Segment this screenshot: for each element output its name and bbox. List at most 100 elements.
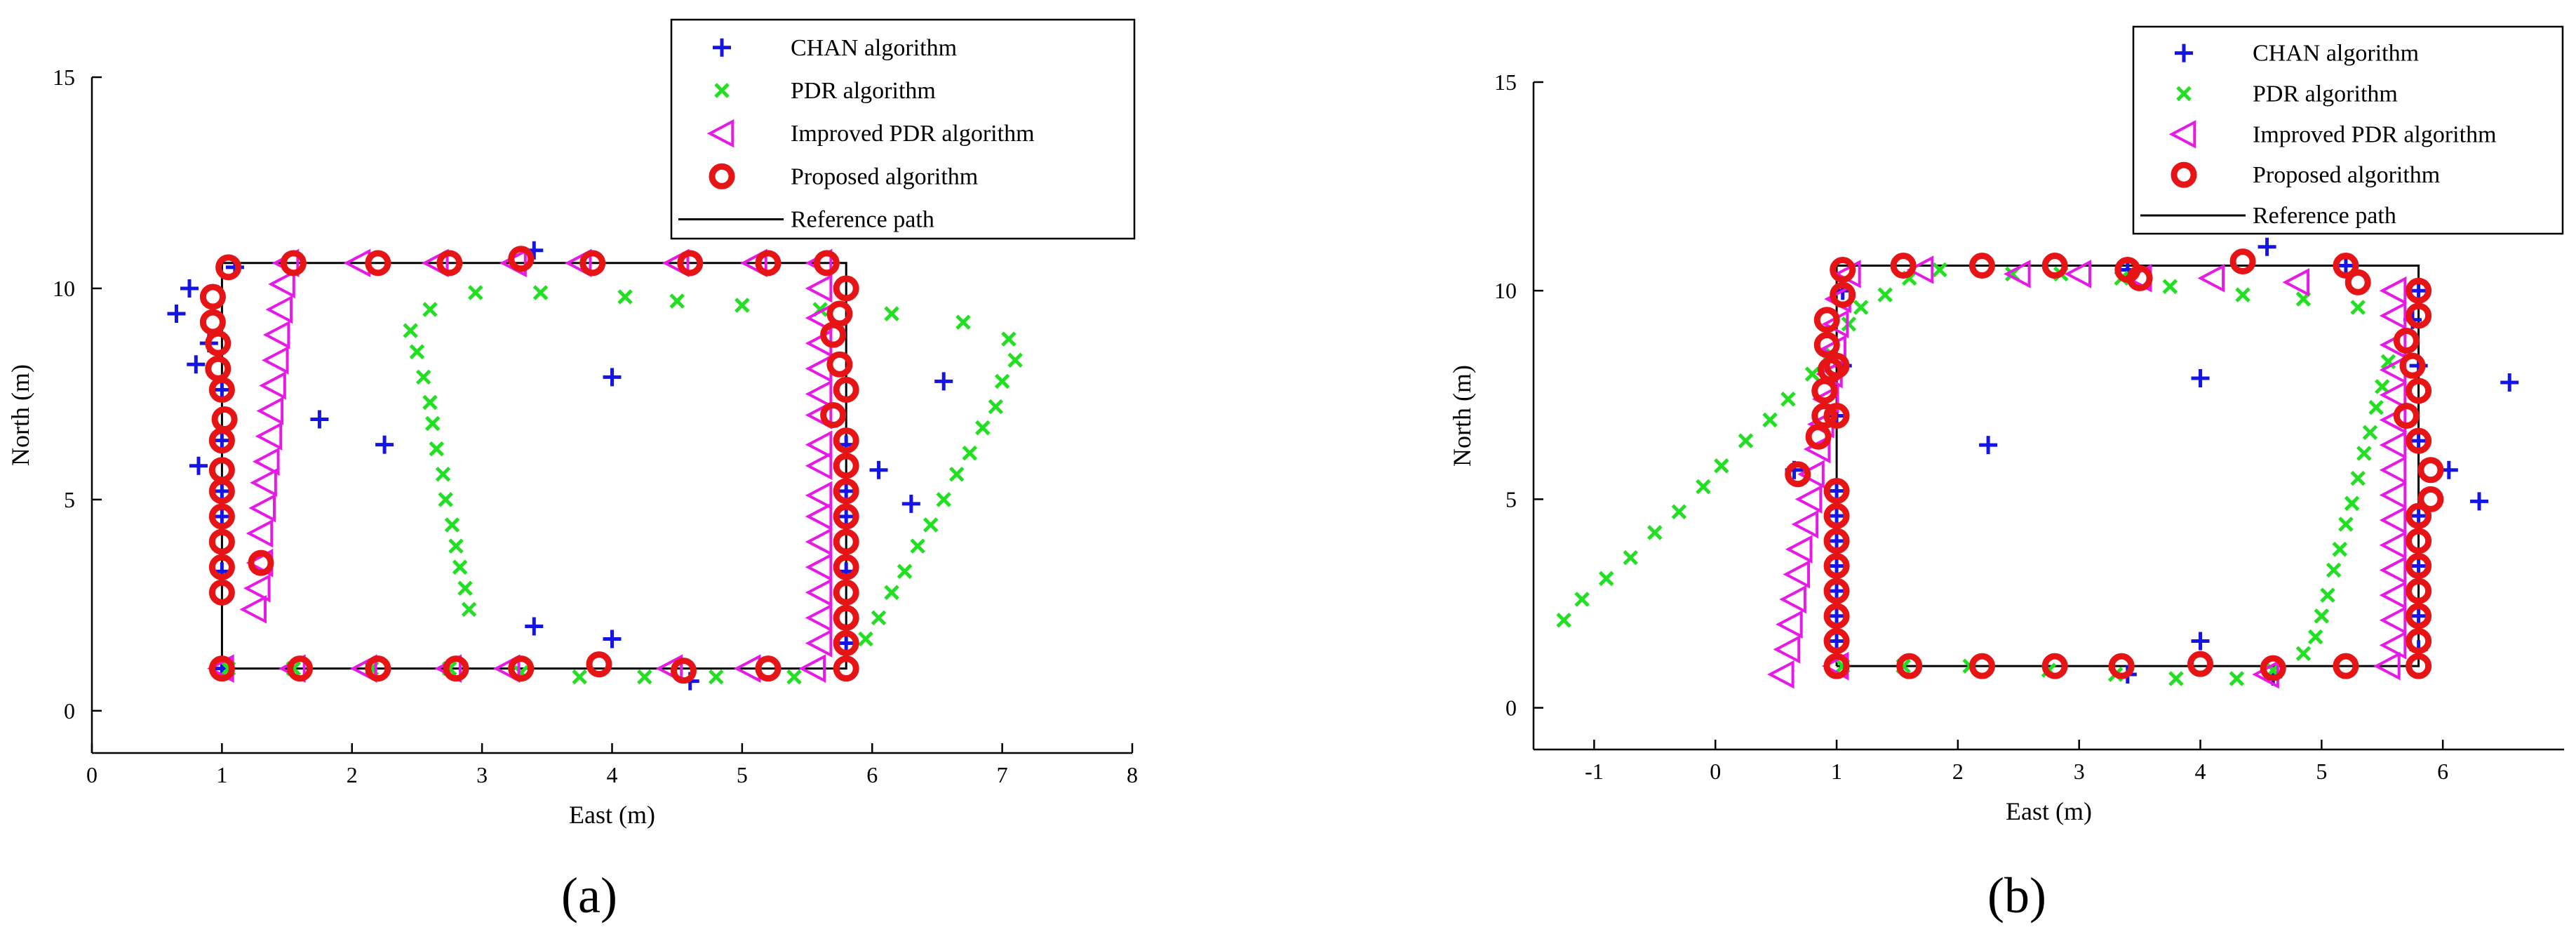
improved-point — [2379, 331, 2407, 359]
pdr-point — [572, 669, 587, 685]
series-proposed — [1785, 248, 2444, 681]
chan-point — [213, 431, 232, 450]
pdr-point — [1598, 571, 1614, 587]
improved-point — [805, 629, 833, 658]
chan-point — [310, 410, 329, 429]
chan-point — [1827, 557, 1846, 575]
proposed-point — [1811, 403, 1838, 429]
proposed-point — [2406, 653, 2432, 679]
pdr-point — [2229, 671, 2245, 686]
series-proposed — [199, 246, 859, 684]
chan-point — [525, 617, 544, 636]
pdr-point — [2332, 541, 2348, 557]
proposed-point — [833, 655, 859, 682]
pdr-point — [2344, 495, 2360, 512]
pdr-point — [435, 466, 451, 482]
proposed-point — [1813, 307, 1840, 333]
pdr-point — [962, 445, 978, 461]
proposed-point — [833, 630, 859, 657]
x-tick-label: 0 — [1710, 759, 1721, 784]
improved-point — [2379, 505, 2407, 535]
pdr-point — [975, 420, 991, 436]
pdr-point — [457, 580, 473, 597]
pdr-point — [2162, 279, 2178, 295]
proposed-point — [2108, 653, 2135, 679]
pdr-point — [2314, 608, 2330, 624]
proposed-point — [2406, 528, 2432, 554]
chan-point — [189, 456, 208, 475]
improved-point — [239, 595, 267, 624]
pdr-point — [2295, 646, 2312, 662]
pdr-point — [2362, 425, 2378, 441]
x-tick-label: 8 — [1127, 762, 1138, 787]
improved-point — [2003, 260, 2031, 288]
improved-point — [2379, 556, 2407, 585]
proposed-point — [436, 250, 463, 277]
proposed-point — [208, 376, 235, 403]
y-axis-label: North (m) — [1448, 365, 1476, 467]
x-tick-label: 1 — [1831, 759, 1842, 784]
pdr-point — [709, 669, 724, 685]
improved-point — [2373, 651, 2401, 681]
pdr-point — [1001, 331, 1017, 347]
pdr-point — [1853, 300, 1869, 315]
proposed-point — [2406, 427, 2432, 454]
proposed-point — [1813, 331, 1840, 358]
x-tick-label: 1 — [216, 762, 227, 787]
chan-point — [2500, 373, 2519, 392]
pdr-point — [1738, 433, 1754, 448]
improved-point — [2379, 430, 2407, 460]
chan-point — [869, 460, 888, 479]
proposed-point — [365, 655, 391, 682]
pdr-point — [923, 517, 939, 533]
chan-point — [1979, 436, 1998, 455]
proposed-point — [208, 554, 235, 580]
chan-point — [2409, 557, 2428, 575]
proposed-point — [211, 406, 238, 433]
pdr-point — [461, 601, 477, 618]
x-tick-label: -1 — [1585, 759, 1604, 784]
pdr-point — [948, 466, 965, 482]
series-pdr — [220, 285, 1023, 685]
improved-point — [798, 654, 826, 683]
y-tick-label: 0 — [64, 698, 75, 724]
improved-point — [2197, 264, 2225, 293]
pdr-point — [2374, 379, 2390, 394]
proposed-point — [1823, 653, 1850, 679]
chan-point — [837, 507, 856, 526]
y-tick-label: 15 — [53, 65, 75, 90]
pdr-point — [438, 492, 453, 507]
proposed-point — [2399, 352, 2426, 379]
pdr-point — [2368, 399, 2384, 415]
chan-point — [213, 507, 232, 526]
improved-point — [805, 430, 833, 459]
pdr-point — [936, 492, 951, 507]
proposed-point — [2041, 253, 2068, 279]
panel-label: (a) — [561, 867, 617, 924]
proposed-point — [826, 300, 853, 327]
legend-chan-marker — [2175, 44, 2193, 62]
improved-point — [805, 604, 833, 632]
pdr-point — [1804, 366, 1820, 382]
proposed-point — [826, 351, 853, 378]
chan-point — [375, 435, 394, 454]
legend-proposed-label: Proposed algorithm — [2253, 162, 2440, 188]
proposed-point — [820, 321, 847, 348]
pdr-point — [858, 631, 873, 647]
y-tick-label: 10 — [1494, 278, 1517, 303]
improved-point — [1803, 434, 1831, 464]
legend-proposed-marker — [2171, 161, 2197, 188]
pdr-point — [910, 538, 925, 554]
chan-point — [1827, 582, 1846, 601]
chan-point — [1827, 481, 1846, 500]
proposed-point — [2406, 627, 2432, 654]
pdr-point — [415, 369, 431, 385]
improved-point — [1779, 585, 1806, 614]
chan-point — [2191, 632, 2210, 651]
improved-point — [1776, 610, 1803, 639]
chan-point — [2258, 237, 2276, 256]
improved-point — [740, 248, 767, 278]
legend-reference-label: Reference path — [2253, 203, 2396, 229]
x-tick-label: 5 — [2316, 759, 2327, 784]
chan-point — [603, 368, 622, 387]
